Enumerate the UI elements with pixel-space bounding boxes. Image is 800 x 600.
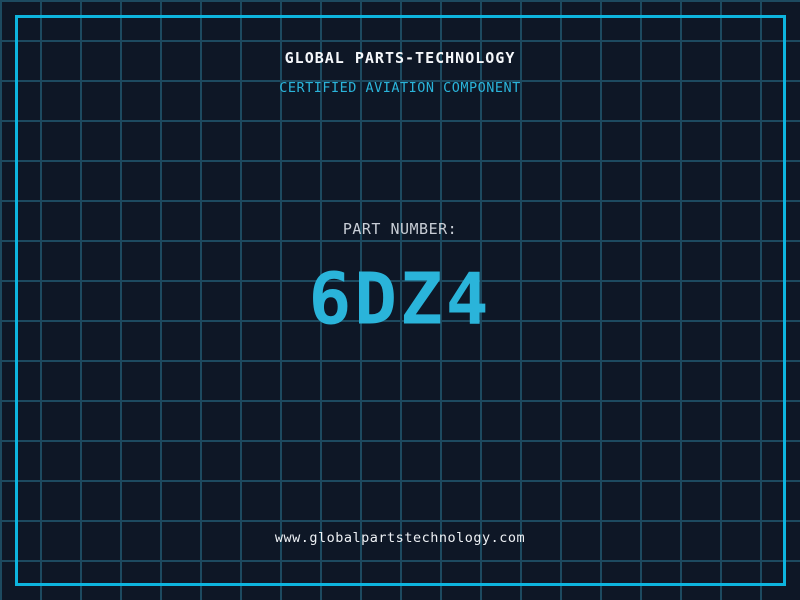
part-number-value: 6DZ4 bbox=[308, 257, 492, 341]
blueprint-frame bbox=[15, 15, 786, 586]
website-url: www.globalpartstechnology.com bbox=[274, 530, 526, 546]
company-title: GLOBAL PARTS-TECHNOLOGY bbox=[284, 49, 516, 67]
certification-subtitle: CERTIFIED AVIATION COMPONENT bbox=[279, 80, 521, 96]
part-number-label: PART NUMBER: bbox=[342, 220, 458, 238]
